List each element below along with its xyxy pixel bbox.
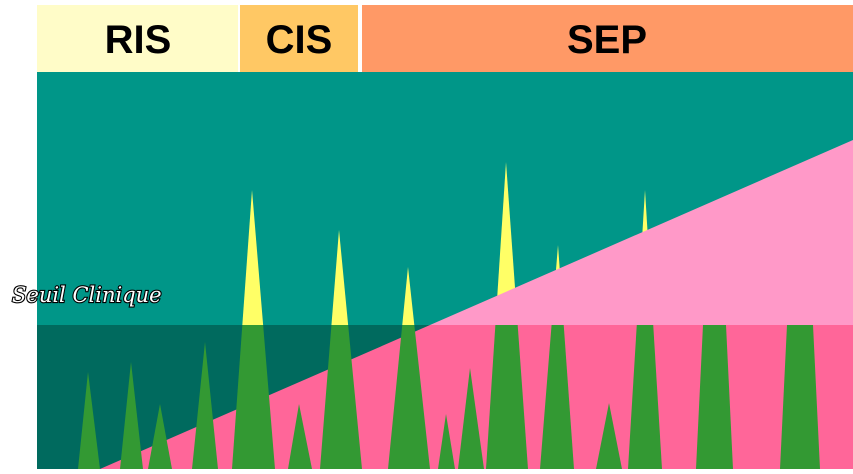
threshold-label: Seuil Clinique <box>12 283 162 307</box>
ris-label: RIS <box>105 18 172 62</box>
cis-band <box>240 5 358 72</box>
ris-band <box>37 5 238 72</box>
sep-band <box>362 5 853 72</box>
pink-area <box>100 325 853 469</box>
light-pink-area <box>430 140 853 325</box>
cis-label: CIS <box>266 18 333 62</box>
green-peaks <box>78 325 820 469</box>
sep-label: SEP <box>567 18 647 62</box>
